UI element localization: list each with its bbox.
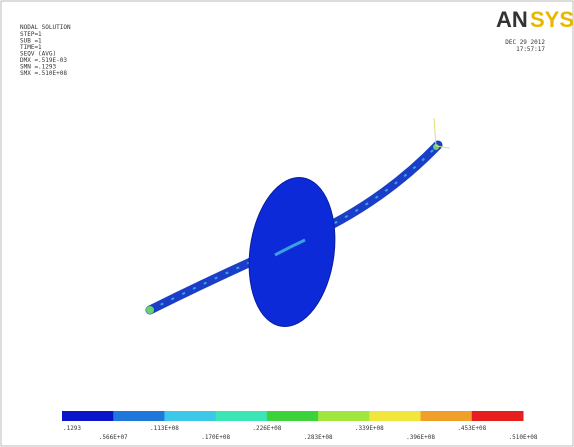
info-line: SMX =.510E+08 bbox=[20, 70, 67, 77]
legend-band bbox=[472, 411, 524, 421]
legend-band bbox=[267, 411, 319, 421]
legend-band bbox=[421, 411, 473, 421]
legend-label: .339E+08 bbox=[355, 425, 384, 432]
legend-band bbox=[216, 411, 268, 421]
legend-label: .283E+08 bbox=[304, 434, 333, 441]
legend-label: .113E+08 bbox=[150, 425, 179, 432]
logo-right: SYS bbox=[530, 7, 574, 32]
legend-band bbox=[113, 411, 165, 421]
legend-label: .510E+08 bbox=[509, 434, 538, 441]
legend-label: .566E+07 bbox=[99, 434, 128, 441]
time: 17:57:17 bbox=[516, 46, 545, 53]
legend-band bbox=[62, 411, 114, 421]
date: DEC 29 2012 bbox=[505, 39, 545, 46]
ansys-view: NODAL SOLUTION AN SYS DEC 29 2012 17:57:… bbox=[0, 0, 574, 447]
legend-label: .226E+08 bbox=[252, 425, 281, 432]
legend-label: .1293 bbox=[63, 425, 81, 432]
legend-band bbox=[318, 411, 370, 421]
legend-label: .396E+08 bbox=[406, 434, 435, 441]
legend-label: .453E+08 bbox=[457, 425, 486, 432]
legend-band bbox=[164, 411, 216, 421]
legend-band bbox=[369, 411, 421, 421]
info-title: NODAL SOLUTION bbox=[20, 24, 71, 31]
screenshot: NODAL SOLUTION AN SYS DEC 29 2012 17:57:… bbox=[0, 0, 574, 447]
legend-label: .170E+08 bbox=[201, 434, 230, 441]
logo-left: AN bbox=[496, 7, 528, 32]
